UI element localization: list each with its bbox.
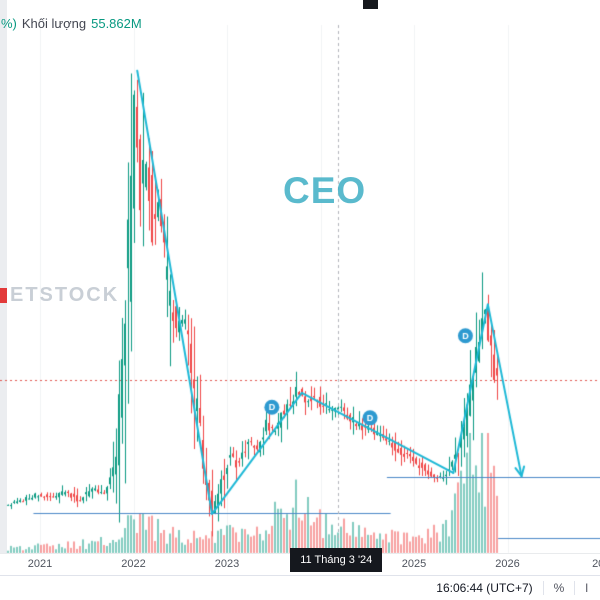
time-axis-tick: 2022	[121, 558, 146, 570]
footer-divider	[542, 581, 544, 595]
time-axis-tick: 2021	[27, 558, 53, 570]
status-bar: 16:06:44 (UTC+7) % l	[0, 575, 600, 600]
chart-legend: %) Khối lượng 55.862M	[1, 16, 142, 31]
time-axis-tick: 20	[592, 558, 600, 570]
time-axis-tick: 2026	[495, 558, 520, 570]
top-cropped-element	[363, 0, 378, 9]
time-axis-tick: 2025	[401, 558, 427, 570]
footer-divider	[574, 581, 576, 595]
change-percent: %)	[1, 16, 17, 31]
volume-label: Khối lượng	[21, 16, 87, 31]
selected-date-badge: 11 Tháng 3 '24	[290, 548, 383, 572]
volume-value: 55.862M	[91, 16, 142, 31]
time-axis[interactable]: 11 Tháng 3 '24 2021 2022 2023 2025 2026 20	[0, 548, 600, 575]
time-axis-tick: 2023	[214, 558, 240, 570]
log-scale-button[interactable]: l	[575, 581, 598, 595]
clock: 16:06:44 (UTC+7)	[436, 581, 533, 595]
percent-scale-button[interactable]: %	[544, 581, 575, 595]
